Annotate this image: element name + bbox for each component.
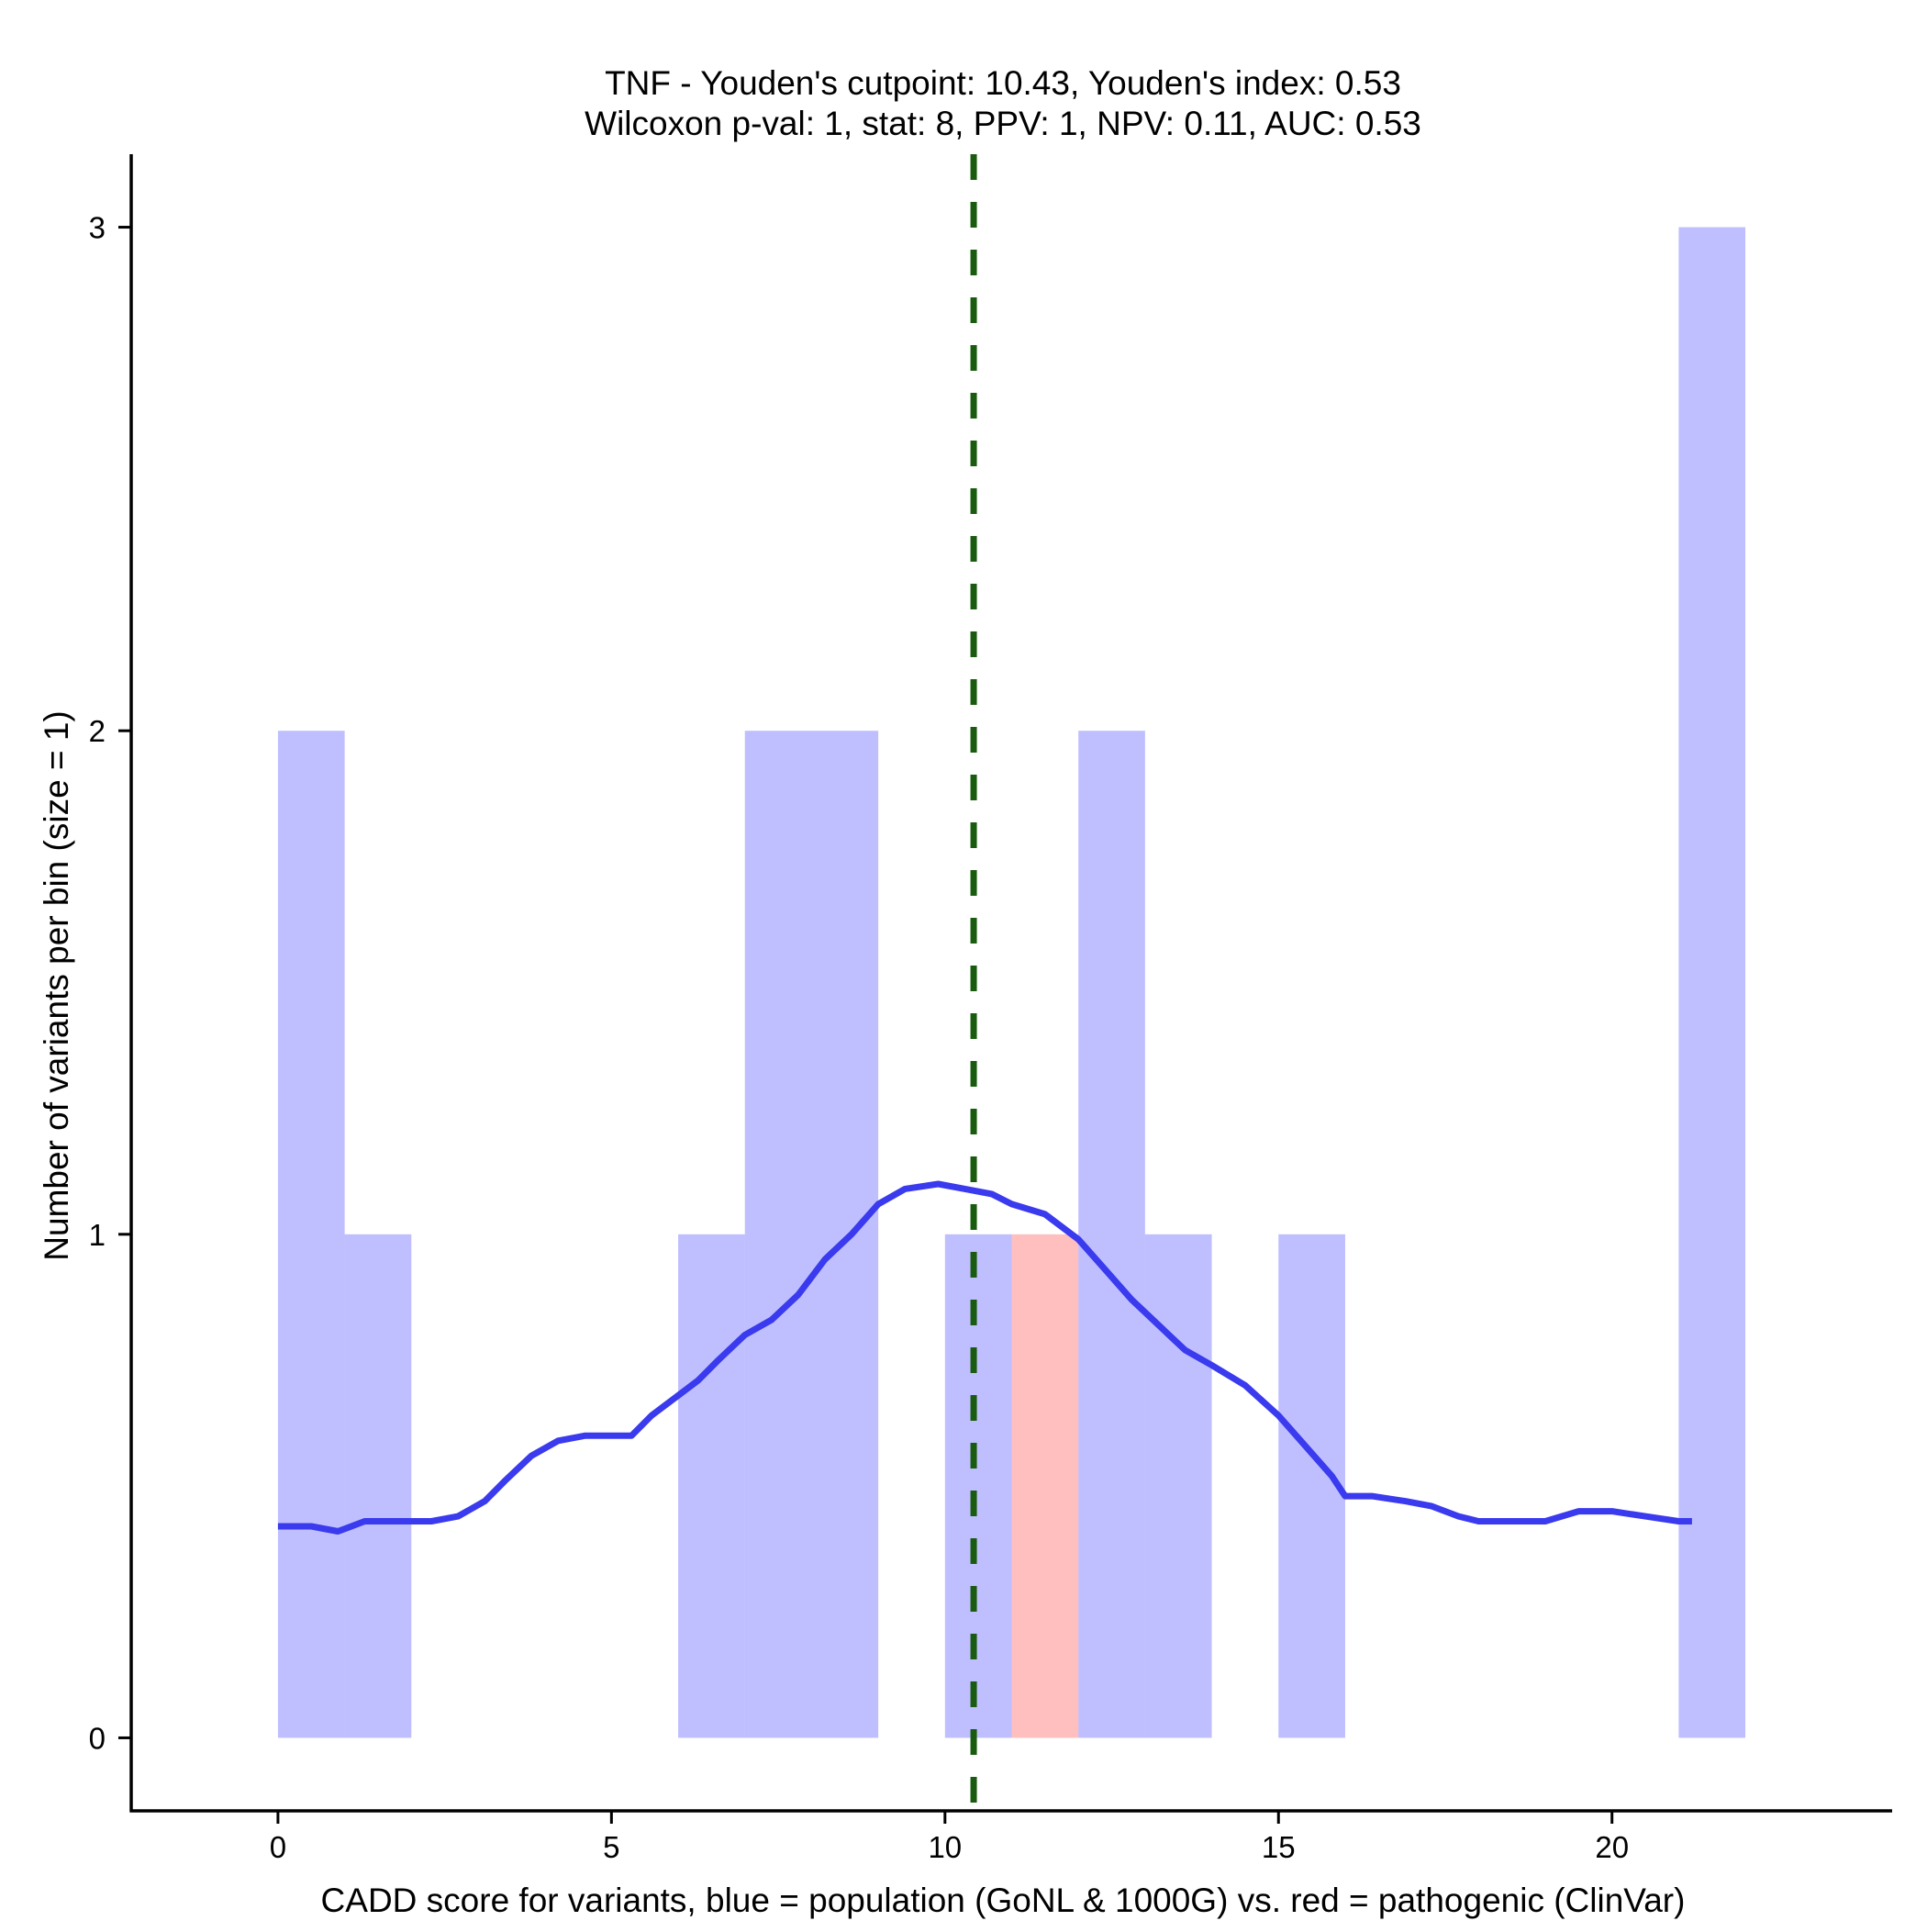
x-tick-label-15: 15 — [1262, 1830, 1296, 1864]
population-bar-9 — [1678, 227, 1746, 1738]
y-tick-label-3: 3 — [89, 211, 106, 245]
y-tick-label-2: 2 — [89, 714, 106, 748]
y-tick-label-1: 1 — [89, 1218, 106, 1252]
x-tick-label-0: 0 — [270, 1830, 286, 1864]
population-bar-6 — [1078, 731, 1145, 1738]
chart-title-line-2: Wilcoxon p-val: 1, stat: 8, PPV: 1, NPV:… — [585, 105, 1421, 142]
density-curve-layer — [277, 1180, 1692, 1535]
population-bar-2 — [678, 1234, 745, 1738]
population-bar-3 — [744, 731, 812, 1738]
density-curve — [277, 1180, 1692, 1535]
x-tick-label-20: 20 — [1595, 1830, 1629, 1864]
x-axis-title: CADD score for variants, blue = populati… — [321, 1882, 1686, 1919]
y-axis-title: Number of variants per bin (size = 1) — [38, 710, 75, 1260]
axis-ticks: 0 5 10 15 20 0 1 2 3 — [89, 211, 1629, 1864]
axes — [129, 154, 1892, 1813]
population-bar-5 — [944, 1234, 1012, 1738]
x-tick-label-5: 5 — [603, 1830, 619, 1864]
chart-title-line-1: TNF - Youden's cutpoint: 10.43, Youden's… — [605, 64, 1401, 102]
histogram-bars — [277, 227, 1746, 1738]
pathogenic-bar-0 — [1011, 1234, 1079, 1738]
x-tick-label-10: 10 — [928, 1830, 962, 1864]
y-tick-label-0: 0 — [89, 1721, 106, 1755]
population-bar-1 — [344, 1234, 412, 1738]
population-bar-7 — [1144, 1234, 1212, 1738]
population-bar-4 — [811, 731, 879, 1738]
population-bar-0 — [277, 731, 345, 1738]
population-bar-8 — [1278, 1234, 1345, 1738]
